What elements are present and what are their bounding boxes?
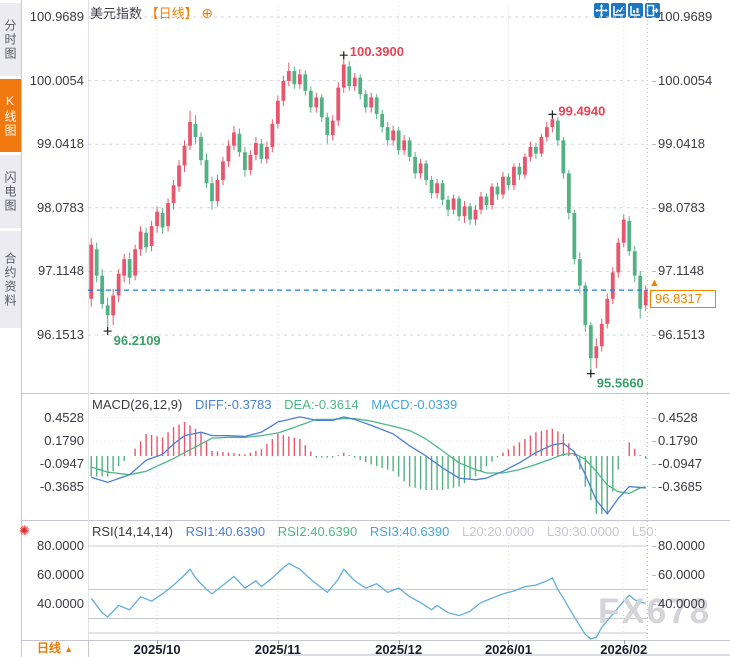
period-arrow-icon: ▲ bbox=[64, 644, 74, 654]
rsi-label: RSI(14,14,14) bbox=[92, 524, 173, 539]
main-candlestick-chart[interactable]: 96.2109 100.3900 99.4940 95.5660 bbox=[88, 0, 648, 393]
rsi-panel[interactable] bbox=[88, 521, 648, 640]
y-axis-label: 80.0000 bbox=[652, 538, 705, 553]
macd-panel[interactable] bbox=[88, 394, 648, 520]
y-axis-label: 80.0000 bbox=[37, 538, 84, 553]
y-axis-label: 40.0000 bbox=[37, 596, 84, 611]
x-axis-date-label: 2025/10 bbox=[133, 642, 181, 657]
rsi-l30-value: L30:30.0000 bbox=[546, 524, 620, 539]
y-axis-label: 100.0054 bbox=[29, 72, 84, 88]
y-axis-label: 97.1148 bbox=[652, 263, 704, 278]
sidebar-tab-1[interactable]: 分时图 bbox=[0, 3, 21, 77]
flash-icon[interactable]: ✺ bbox=[19, 523, 30, 538]
y-axis-label: 99.0418 bbox=[652, 136, 705, 151]
rsi2-value: RSI2:40.6390 bbox=[277, 524, 358, 539]
macd-header: MACD(26,12,9) DIFF:-0.3783 DEA:-0.3614 M… bbox=[92, 397, 466, 412]
x-axis-tick bbox=[277, 640, 279, 644]
x-axis-tick bbox=[398, 640, 400, 644]
rsi3-value: RSI3:40.6390 bbox=[369, 524, 450, 539]
y-axis-label: 0.4528 bbox=[652, 410, 698, 425]
y-axis-label: 97.1148 bbox=[37, 263, 84, 279]
y-axis-label: 100.9689 bbox=[652, 9, 712, 24]
rsi-header: RSI(14,14,14) RSI1:40.6390 RSI2:40.6390 … bbox=[92, 524, 666, 539]
sidebar: 分时图 K线图 闪电图 合约资料 bbox=[0, 0, 22, 657]
sidebar-tab-4[interactable]: 合约资料 bbox=[0, 231, 21, 329]
add-indicator-icon[interactable]: ⊕ bbox=[201, 5, 214, 21]
y-axis-label: 99.0418 bbox=[37, 136, 84, 152]
y-axis-label: 100.0054 bbox=[652, 73, 712, 88]
last-price-tag: 96.8317 bbox=[650, 290, 716, 308]
y-axis-label: 60.0000 bbox=[652, 567, 705, 582]
zoom-out-icon[interactable] bbox=[628, 3, 643, 18]
sidebar-tab-3[interactable]: 闪电图 bbox=[0, 155, 21, 229]
divider-macd-rsi bbox=[21, 520, 730, 521]
x-axis-bar: 日线 ▲ 2025/10 2025/11 2025/12 2026/01 2026/02 bbox=[21, 640, 730, 657]
y-axis-label: 96.1513 bbox=[652, 327, 705, 342]
price-annotation: 100.3900 bbox=[350, 44, 404, 59]
sidebar-tab-2[interactable]: K线图 bbox=[0, 79, 21, 153]
chart-toolbar bbox=[594, 3, 660, 18]
y-axis-label: 0.4528 bbox=[44, 409, 84, 425]
left-axis-line bbox=[88, 0, 89, 640]
x-axis-tick bbox=[508, 640, 510, 644]
y-axis-label: -0.0947 bbox=[652, 456, 702, 471]
y-axis-label: 0.1790 bbox=[44, 432, 84, 448]
y-axis-label: -0.3685 bbox=[652, 479, 702, 494]
x-axis-date-label: 2026/02 bbox=[600, 642, 648, 657]
macd-hist-value: MACD:-0.0339 bbox=[371, 397, 458, 412]
x-axis-date-label: 2025/11 bbox=[254, 642, 301, 657]
y-axis-label: 40.0000 bbox=[652, 596, 705, 611]
y-axis-label: 60.0000 bbox=[37, 567, 84, 582]
x-axis-tick bbox=[623, 640, 625, 644]
price-annotation: 99.4940 bbox=[558, 103, 605, 118]
period-selector[interactable]: 日线 ▲ bbox=[22, 640, 89, 657]
y-axis-label: 98.0783 bbox=[37, 199, 84, 215]
x-axis-tick bbox=[157, 640, 159, 644]
y-axis-label: 96.1513 bbox=[37, 327, 84, 342]
y-axis-label: 100.9689 bbox=[29, 9, 84, 24]
y-axis-label: 0.1790 bbox=[652, 433, 698, 448]
x-axis-date-label: 2026/01 bbox=[484, 642, 532, 657]
y-axis-label: -0.3685 bbox=[39, 479, 84, 495]
divider-main-macd bbox=[21, 393, 730, 394]
price-annotation: 95.5660 bbox=[597, 376, 644, 391]
zoom-in-icon[interactable] bbox=[611, 3, 626, 18]
macd-dea-value: DEA:-0.3614 bbox=[284, 397, 359, 412]
price-annotation: 96.2109 bbox=[114, 333, 161, 348]
rsi-l20-value: L20:20.0000 bbox=[461, 524, 535, 539]
horizontal-scrollbar[interactable] bbox=[283, 654, 730, 656]
y-axis-label: 98.0783 bbox=[652, 200, 705, 215]
crosshair-icon[interactable] bbox=[594, 3, 609, 18]
macd-diff-value: DIFF:-0.3783 bbox=[194, 397, 272, 412]
rsi-l50-value: L50: bbox=[631, 524, 658, 539]
rsi1-value: RSI1:40.6390 bbox=[185, 524, 266, 539]
last-price-arrow-icon: ▲ bbox=[649, 277, 660, 289]
macd-label: MACD(26,12,9) bbox=[92, 397, 183, 412]
y-axis-label: -0.0947 bbox=[39, 456, 84, 472]
divider-rsi-xaxis bbox=[21, 640, 730, 641]
x-axis-date-label: 2025/12 bbox=[375, 642, 423, 657]
